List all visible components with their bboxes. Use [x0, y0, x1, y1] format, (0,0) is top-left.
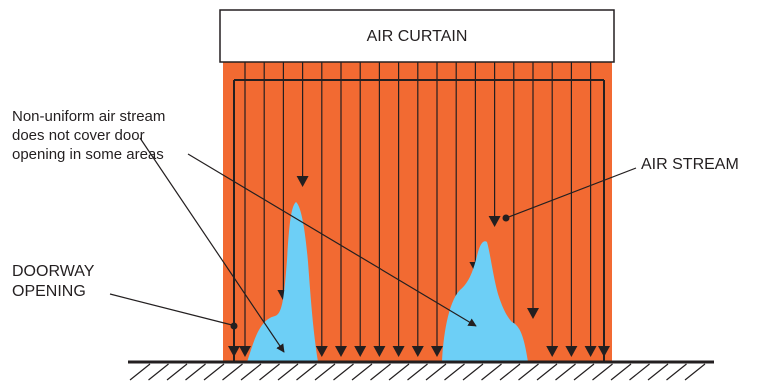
- air-stream-pointer-dot: [502, 214, 510, 222]
- stream-arrowhead: [488, 216, 501, 227]
- air-curtain-unit: [219, 9, 615, 63]
- stream-arrowhead: [527, 308, 539, 319]
- non-uniform-label-line-3: opening in some areas: [12, 146, 164, 163]
- stream-arrowhead: [373, 346, 386, 357]
- stream-arrowhead: [431, 346, 443, 357]
- leader-lines: [109, 137, 637, 353]
- ground-hatch: [425, 363, 447, 381]
- ground-hatch: [129, 363, 151, 381]
- ground-hatch: [296, 363, 317, 381]
- ground-hatch: [536, 363, 558, 381]
- ground-hatch: [277, 363, 299, 381]
- stream-arrowhead: [546, 346, 559, 357]
- uncovered-area-left: [247, 202, 318, 362]
- ground-hatch: [388, 363, 410, 381]
- ground-hatch: [166, 363, 188, 381]
- stream-arrowhead: [296, 176, 309, 187]
- ground-hatch: [499, 363, 521, 381]
- ground-hatch: [259, 363, 280, 381]
- air-stream-label: AIR STREAM: [641, 156, 739, 173]
- doorway-label-line-1: DOORWAY: [12, 263, 95, 280]
- ground: [128, 360, 714, 381]
- uncovered-area-right: [442, 241, 528, 362]
- ground-hatch: [407, 363, 428, 381]
- air-curtain-label: AIR CURTAIN: [367, 28, 468, 45]
- stream-arrowhead: [228, 346, 240, 357]
- ground-hatch: [222, 363, 243, 381]
- ground-hatch: [666, 363, 687, 381]
- ground-hatch: [351, 363, 373, 381]
- ground-hatch: [610, 363, 632, 381]
- ground-hatch: [444, 363, 465, 381]
- stream-arrowhead: [239, 346, 251, 357]
- ground-hatch: [592, 363, 613, 381]
- stream-arrowhead: [411, 346, 424, 357]
- ground-hatch: [555, 363, 576, 381]
- ground-hatch: [647, 363, 669, 381]
- doorway-label-line-2: OPENING: [12, 283, 86, 300]
- doorway-pointer-dot: [230, 322, 238, 330]
- stream-arrowhead: [315, 346, 328, 357]
- ground-hatch: [573, 363, 595, 381]
- non-uniform-label-line-2: does not cover door: [12, 127, 145, 144]
- stream-arrowhead: [335, 346, 347, 357]
- ground-hatch: [148, 363, 169, 381]
- ground-hatch: [185, 363, 206, 381]
- stream-frame: [233, 79, 605, 362]
- ground-hatch: [462, 363, 484, 381]
- stream-arrowhead: [584, 346, 597, 357]
- ground-hatch: [333, 363, 354, 381]
- ground-hatch: [314, 363, 336, 381]
- non-uniform-label-line-1: Non-uniform air stream: [12, 108, 165, 125]
- stream-arrowhead: [354, 346, 367, 357]
- ground-hatch: [203, 363, 225, 381]
- ground-hatch: [684, 363, 706, 381]
- stream-arrowhead: [392, 346, 405, 357]
- ground-hatch: [518, 363, 539, 381]
- ground-hatch: [240, 363, 262, 381]
- ground-hatch: [370, 363, 391, 381]
- ground-hatch: [481, 363, 502, 381]
- stream-arrowhead: [598, 346, 610, 357]
- stream-arrowhead: [565, 346, 578, 357]
- ground-hatch: [629, 363, 650, 381]
